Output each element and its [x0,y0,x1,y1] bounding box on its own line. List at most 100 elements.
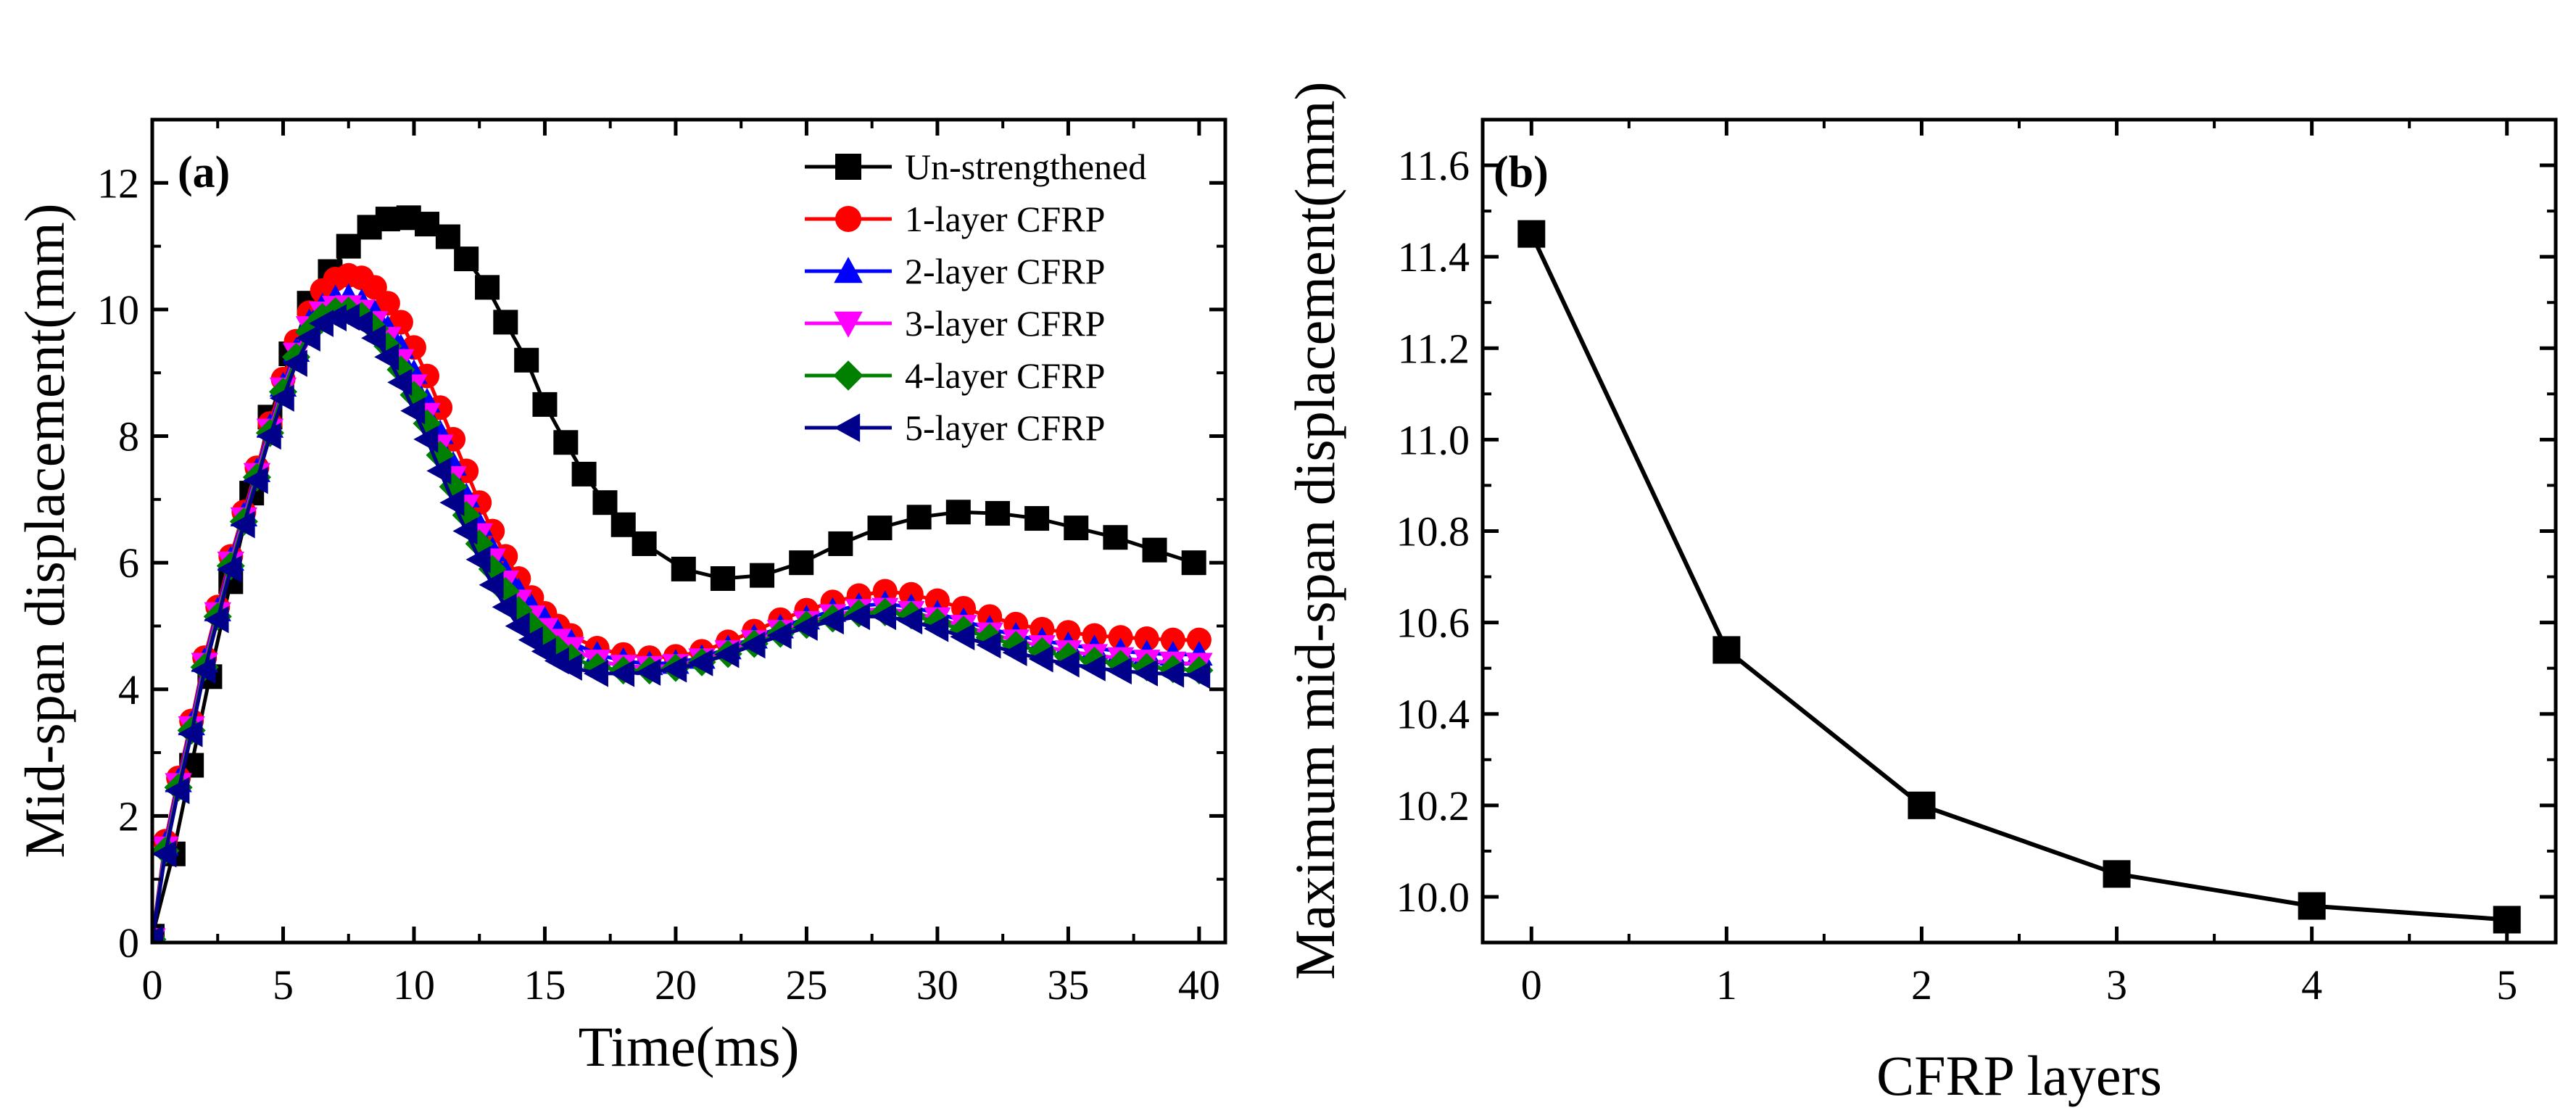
data-point [636,658,661,686]
data-point [950,623,975,651]
panel-a-series-layer [152,205,1214,943]
data-point [1054,650,1080,678]
panel-a-chart: 0 5 10 15 20 25 30 35 40 0 2 4 6 8 10 12 (a) Time(ms) M… [13,117,1227,1078]
data-point [1159,660,1185,688]
legend-marker [835,206,861,232]
data-point [631,531,657,556]
panel-b-plot-area [1517,220,2521,934]
data-point [553,430,579,455]
legend-marker [834,413,861,442]
data-point [1908,791,1936,819]
x-tick-label: 10 [393,961,435,1008]
data-point [976,631,1001,659]
x-tick-label: 0 [142,961,163,1008]
data-point [413,426,439,453]
legend-label: Un-strengthened [905,146,1146,187]
y-tick-label: 6 [118,539,139,587]
data-point [766,621,792,650]
data-point [256,422,281,450]
x-tick-label: 1 [1716,961,1737,1008]
panel-a-x-axis-title: Time(ms) [579,1015,800,1078]
data-point [1185,661,1211,689]
data-point [710,566,735,591]
x-tick-label: 15 [523,961,566,1008]
y-tick-label: 10 [97,286,139,334]
data-point [924,615,949,642]
data-point [714,641,740,668]
y-tick-label: 10.6 [1396,600,1470,647]
data-point [592,490,618,515]
data-point [571,461,597,486]
data-point [178,720,203,747]
data-point [898,607,923,635]
data-point [688,649,713,676]
legend-item: 2-layer CFRP [805,251,1105,291]
data-point [336,233,361,259]
data-point [426,457,452,485]
data-point [282,349,307,377]
data-point [792,613,818,641]
y-tick-label: 0 [118,919,139,966]
panel-a-label: (a) [178,148,230,197]
data-point [415,212,440,237]
data-point [454,247,479,272]
panel-a-ticks: 0 5 10 15 20 25 30 35 40 0 2 4 6 8 10 12 [97,120,1225,1008]
legend-marker [835,154,861,180]
data-point [845,602,870,631]
data-point [452,517,478,545]
data-point [165,776,190,805]
data-point [867,515,893,541]
panel-a-y-axis-title: Mid-span displacement(mm) [13,203,76,858]
x-tick-label: 5 [273,961,294,1008]
x-tick-label: 2 [1911,961,1932,1008]
legend-label: 4-layer CFRP [905,355,1105,396]
legend-label: 1-layer CFRP [905,199,1105,239]
data-point [439,489,465,516]
legend-marker [834,257,863,283]
panel-b-chart: 0 1 2 3 4 5 10.0 10.2 10.4 10.6 10.8 11.0 11.2 11.4 11… [1283,81,2558,1107]
data-point [662,655,687,683]
data-point [1160,627,1185,653]
legend-label: 3-layer CFRP [905,303,1105,344]
y-tick-label: 11.4 [1398,233,1470,281]
data-point [1181,550,1206,576]
data-point [361,324,386,352]
series-5 [152,303,1211,943]
data-point [610,512,636,537]
x-tick-label: 40 [1178,961,1220,1008]
data-point [243,466,268,494]
data-point [435,224,460,249]
panel-b-label: (b) [1494,148,1549,197]
data-point [583,660,608,687]
panel-a-plot-area [152,205,1214,943]
data-point [1186,627,1212,653]
panel-a-legend: Un-strengthened 1-layer CFRP 2-layer CFRP 3… [805,146,1146,448]
data-point [204,606,229,634]
data-point [514,347,539,373]
data-point [375,207,400,232]
data-point [750,563,775,588]
x-tick-label: 30 [916,961,958,1008]
y-tick-label: 11.6 [1398,142,1470,189]
data-point [906,505,932,530]
legend-item: 5-layer CFRP [805,407,1105,448]
legend-label: 2-layer CFRP [905,251,1105,291]
data-point [191,656,216,684]
y-tick-label: 2 [118,792,139,840]
legend-item: 4-layer CFRP [805,355,1105,396]
y-tick-label: 10.8 [1396,508,1470,555]
data-point [610,660,635,687]
data-point [1080,654,1106,682]
data-point [1108,625,1133,650]
data-point [1064,515,1089,541]
legend-label: 5-layer CFRP [905,407,1105,448]
data-point [1712,636,1741,664]
data-point [871,602,897,631]
panel-b-series-layer [1517,220,2521,934]
legend-item: 1-layer CFRP [805,199,1105,239]
data-point [945,500,971,525]
y-tick-label: 10.4 [1396,691,1470,738]
data-point [543,635,573,664]
data-point [2103,860,2131,888]
